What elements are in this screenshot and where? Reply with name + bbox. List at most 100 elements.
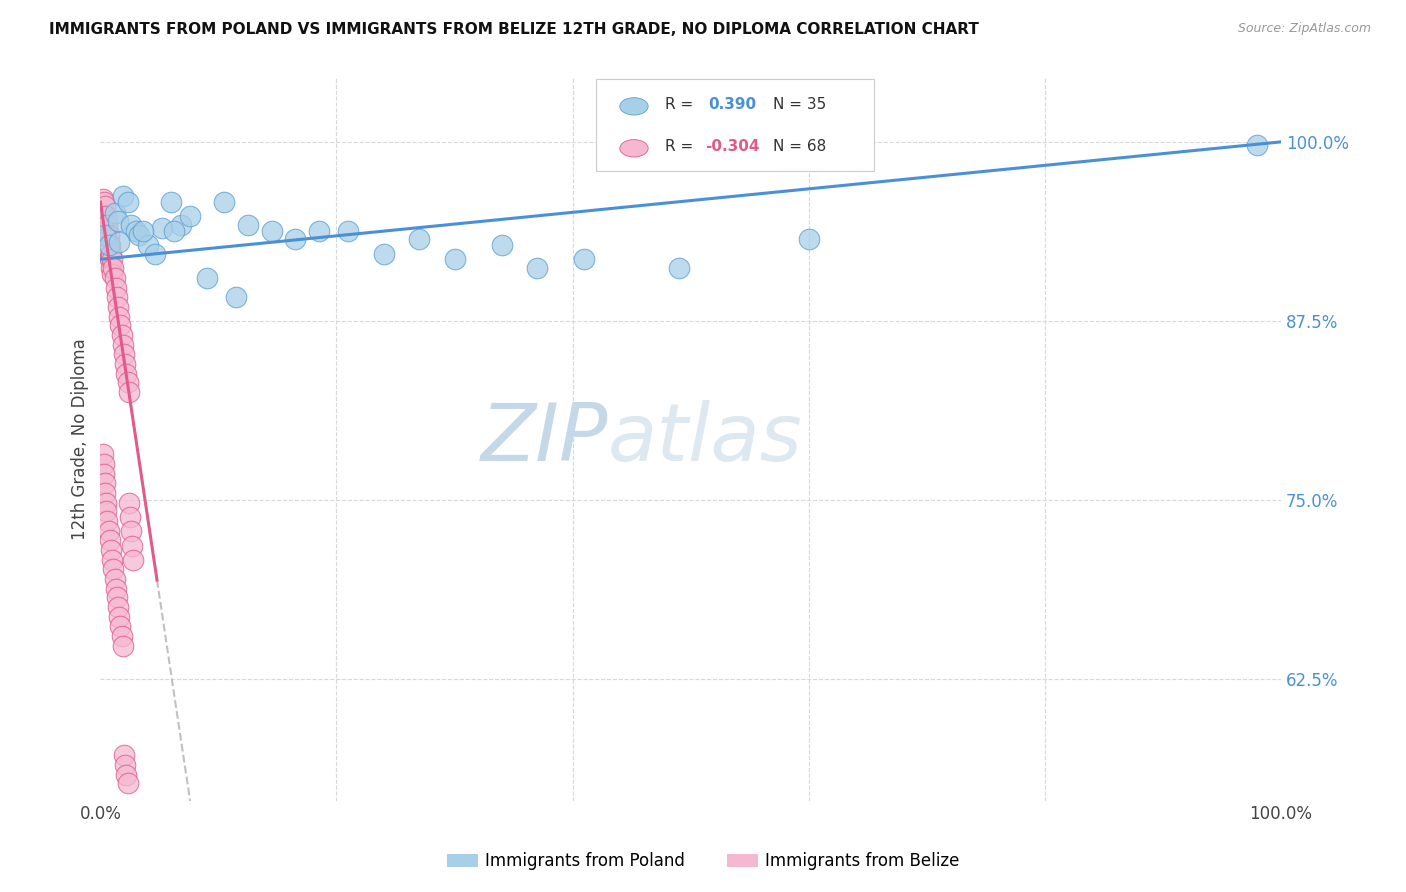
Point — [104, 582, 127, 596]
Point — [108, 235, 131, 249]
Point — [373, 246, 395, 260]
Text: -0.304: -0.304 — [704, 139, 759, 154]
Point — [93, 457, 115, 471]
Point — [103, 260, 125, 275]
Point — [97, 227, 120, 242]
Point — [97, 524, 120, 539]
Point — [179, 210, 201, 224]
Point — [96, 210, 118, 224]
Point — [107, 600, 129, 615]
Y-axis label: 12th Grade, No Diploma: 12th Grade, No Diploma — [72, 338, 89, 540]
Point — [93, 235, 115, 249]
FancyBboxPatch shape — [596, 78, 873, 171]
Text: IMMIGRANTS FROM POLAND VS IMMIGRANTS FROM BELIZE 12TH GRADE, NO DIPLOMA CORRELAT: IMMIGRANTS FROM POLAND VS IMMIGRANTS FRO… — [49, 22, 979, 37]
Text: atlas: atlas — [607, 400, 803, 478]
Text: N = 68: N = 68 — [773, 139, 827, 154]
Point — [103, 271, 125, 285]
Legend: Immigrants from Poland, Immigrants from Belize: Immigrants from Poland, Immigrants from … — [440, 846, 966, 877]
Point — [96, 514, 118, 528]
Point — [101, 553, 124, 567]
Point — [214, 194, 236, 209]
Point — [97, 238, 120, 252]
Point — [107, 300, 129, 314]
Point — [101, 267, 124, 281]
Point — [162, 224, 184, 238]
Point — [114, 757, 136, 772]
Point — [96, 232, 118, 246]
Point — [117, 194, 139, 209]
Point — [91, 192, 114, 206]
Point — [443, 252, 465, 267]
Point — [125, 224, 148, 238]
Point — [100, 260, 122, 275]
Point — [94, 232, 117, 246]
Point — [1246, 137, 1268, 152]
Text: ZIP: ZIP — [481, 400, 607, 478]
Point — [96, 504, 118, 518]
Circle shape — [620, 98, 648, 115]
Point — [308, 224, 330, 238]
Point — [97, 242, 120, 256]
Point — [797, 232, 820, 246]
Point — [91, 210, 114, 224]
Point — [107, 213, 129, 227]
Point — [93, 194, 115, 209]
Point — [91, 447, 114, 461]
Point — [112, 747, 135, 762]
Point — [111, 338, 134, 352]
Point — [98, 533, 121, 547]
Point — [108, 310, 131, 324]
Point — [128, 227, 150, 242]
Point — [98, 252, 121, 267]
Point — [103, 206, 125, 220]
Point — [122, 553, 145, 567]
Point — [491, 238, 513, 252]
Text: R =: R = — [665, 97, 693, 112]
Point — [121, 539, 143, 553]
Point — [93, 224, 115, 238]
Point — [136, 238, 159, 252]
Point — [120, 218, 142, 232]
Point — [96, 238, 118, 252]
Point — [526, 260, 548, 275]
Circle shape — [620, 140, 648, 157]
Point — [96, 496, 118, 510]
Point — [143, 246, 166, 260]
Point — [100, 246, 122, 260]
Point — [195, 271, 218, 285]
Point — [668, 260, 690, 275]
Point — [118, 496, 141, 510]
Point — [103, 572, 125, 586]
Point — [94, 475, 117, 490]
Point — [112, 347, 135, 361]
Point — [118, 510, 141, 524]
Point — [100, 543, 122, 558]
Point — [337, 224, 360, 238]
Point — [98, 238, 121, 252]
Point — [93, 467, 115, 482]
Point — [101, 252, 124, 267]
Point — [94, 227, 117, 242]
Point — [260, 224, 283, 238]
Point — [94, 218, 117, 232]
Point — [94, 485, 117, 500]
Point — [108, 610, 131, 624]
Text: N = 35: N = 35 — [773, 97, 827, 112]
Point — [115, 768, 138, 782]
Text: R =: R = — [665, 139, 693, 154]
Point — [103, 561, 125, 575]
Point — [408, 232, 430, 246]
Point — [94, 199, 117, 213]
Point — [574, 252, 596, 267]
Point — [225, 289, 247, 303]
Point — [115, 367, 138, 381]
Point — [117, 376, 139, 390]
Point — [96, 224, 118, 238]
Point — [96, 218, 118, 232]
Point — [105, 591, 128, 605]
Point — [110, 629, 132, 643]
Text: Source: ZipAtlas.com: Source: ZipAtlas.com — [1237, 22, 1371, 36]
Point — [150, 220, 173, 235]
Point — [110, 328, 132, 343]
Point — [117, 776, 139, 790]
